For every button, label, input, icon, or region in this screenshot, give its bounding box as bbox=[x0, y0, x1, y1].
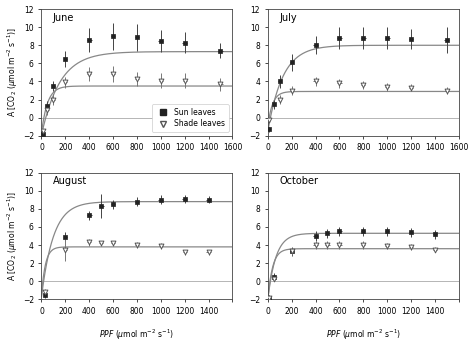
Point bbox=[62, 234, 69, 240]
Point bbox=[97, 240, 105, 246]
Y-axis label: A [CO$_2$ ($\mu$mol m$^{-2}$ s$^{-1}$)]: A [CO$_2$ ($\mu$mol m$^{-2}$ s$^{-1}$)] bbox=[6, 27, 20, 118]
Point bbox=[336, 81, 343, 86]
Legend: Sun leaves, Shade leaves: Sun leaves, Shade leaves bbox=[152, 104, 228, 132]
Point bbox=[359, 229, 367, 234]
Point bbox=[270, 101, 278, 107]
Point bbox=[383, 243, 391, 249]
Point bbox=[205, 197, 212, 202]
Point bbox=[205, 249, 212, 255]
Point bbox=[181, 196, 189, 202]
Point bbox=[288, 60, 295, 65]
Point bbox=[109, 202, 117, 207]
Point bbox=[265, 295, 273, 300]
Point bbox=[157, 197, 164, 202]
Y-axis label: A [CO$_2$ ($\mu$mol m$^{-2}$ s$^{-1}$)]: A [CO$_2$ ($\mu$mol m$^{-2}$ s$^{-1}$)] bbox=[6, 191, 20, 281]
Point bbox=[336, 229, 343, 234]
Point bbox=[50, 97, 57, 102]
Point bbox=[431, 247, 438, 252]
Point bbox=[312, 79, 319, 84]
Point bbox=[359, 35, 367, 41]
Point bbox=[265, 127, 273, 132]
Point bbox=[109, 240, 117, 246]
Point bbox=[109, 34, 117, 39]
Point bbox=[288, 249, 295, 254]
Point bbox=[312, 43, 319, 48]
Point bbox=[383, 35, 391, 41]
Point bbox=[324, 242, 331, 248]
Point bbox=[336, 35, 343, 41]
Point bbox=[133, 76, 141, 82]
Point bbox=[276, 97, 283, 102]
Point bbox=[62, 80, 69, 85]
Point bbox=[407, 85, 415, 91]
Text: June: June bbox=[53, 13, 74, 23]
Text: August: August bbox=[53, 176, 87, 186]
Point bbox=[359, 242, 367, 248]
Text: October: October bbox=[279, 176, 318, 186]
Point bbox=[276, 79, 283, 84]
Point bbox=[109, 72, 117, 77]
Point bbox=[324, 230, 331, 236]
Point bbox=[85, 72, 93, 77]
Point bbox=[157, 38, 164, 44]
Point bbox=[44, 108, 51, 113]
Point bbox=[407, 244, 415, 250]
Point bbox=[383, 229, 391, 234]
Point bbox=[50, 83, 57, 89]
Point bbox=[62, 56, 69, 62]
Point bbox=[265, 117, 273, 122]
Point bbox=[62, 247, 69, 252]
Point bbox=[44, 103, 51, 109]
Point bbox=[407, 230, 415, 235]
Point bbox=[383, 84, 391, 90]
Point bbox=[39, 128, 46, 134]
Point bbox=[41, 289, 49, 295]
Point bbox=[431, 231, 438, 237]
Point bbox=[217, 48, 224, 54]
Point bbox=[39, 131, 46, 137]
Point bbox=[270, 276, 278, 281]
Point bbox=[270, 274, 278, 280]
Point bbox=[265, 295, 273, 300]
Point bbox=[181, 249, 189, 255]
Point bbox=[133, 199, 141, 204]
Point bbox=[407, 36, 415, 42]
Point bbox=[97, 203, 105, 209]
Point bbox=[336, 242, 343, 248]
Point bbox=[85, 37, 93, 43]
Point bbox=[312, 242, 319, 248]
Text: $\it{PPF}$ ($\mu$mol m$^{-2}$ s$^{-1}$): $\it{PPF}$ ($\mu$mol m$^{-2}$ s$^{-1}$) bbox=[326, 327, 401, 342]
Point bbox=[157, 78, 164, 83]
Point bbox=[41, 292, 49, 298]
Point bbox=[288, 88, 295, 93]
Point bbox=[443, 88, 451, 93]
Text: July: July bbox=[279, 13, 297, 23]
Point bbox=[133, 34, 141, 40]
Point bbox=[443, 37, 451, 43]
Point bbox=[312, 233, 319, 239]
Point bbox=[181, 78, 189, 83]
Point bbox=[133, 242, 141, 248]
Point bbox=[85, 212, 93, 218]
Text: $\it{PPF}$ ($\mu$mol m$^{-2}$ s$^{-1}$): $\it{PPF}$ ($\mu$mol m$^{-2}$ s$^{-1}$) bbox=[100, 327, 174, 342]
Point bbox=[359, 82, 367, 88]
Point bbox=[85, 239, 93, 245]
Point bbox=[217, 81, 224, 87]
Point bbox=[181, 40, 189, 45]
Point bbox=[157, 243, 164, 249]
Point bbox=[288, 249, 295, 254]
